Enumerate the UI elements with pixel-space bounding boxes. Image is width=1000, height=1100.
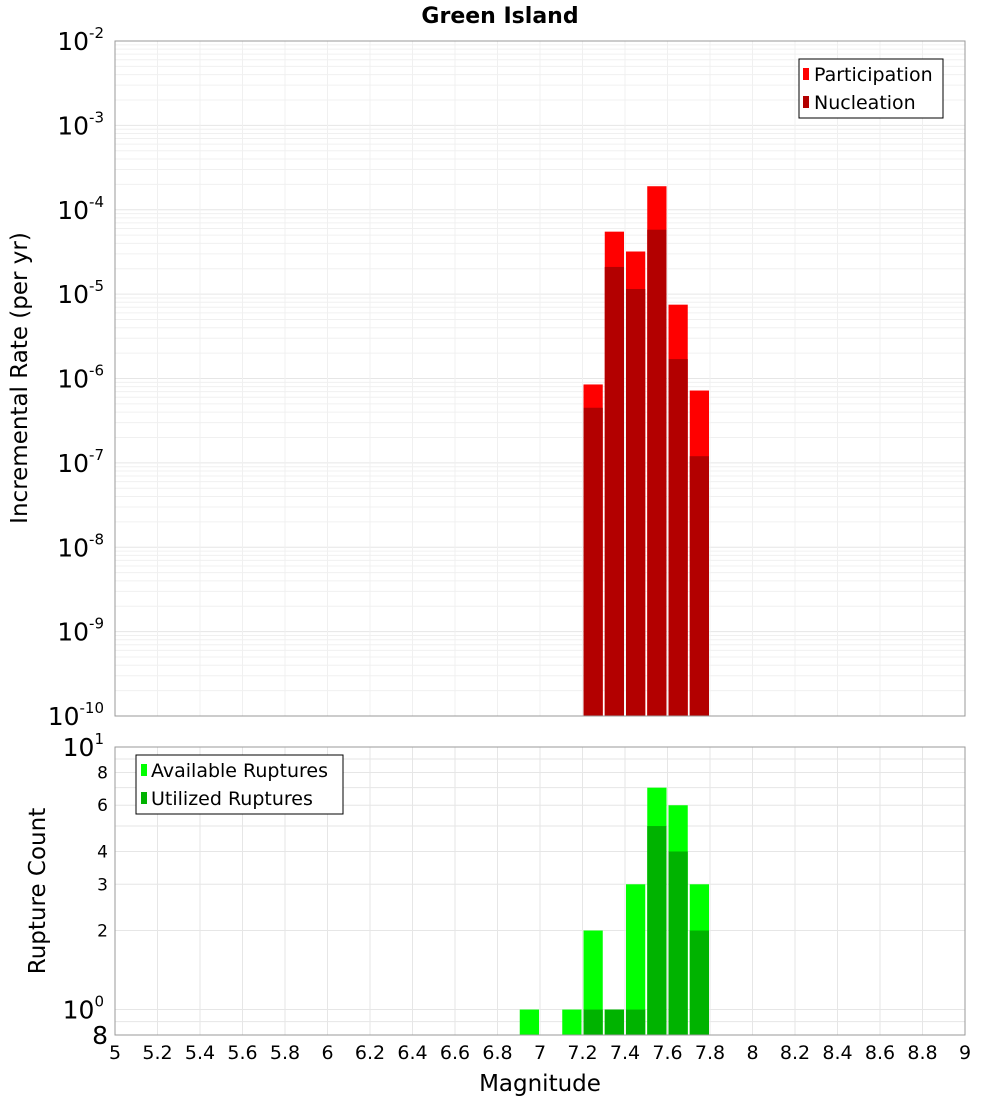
top-y-tick-label: 10-9: [57, 615, 104, 647]
x-tick-label: 7.8: [695, 1042, 725, 1064]
top-y-tick-label: 10-4: [57, 193, 104, 225]
utilized-ruptures-bar: [583, 1009, 603, 1035]
available-ruptures-bar: [519, 1009, 539, 1035]
x-ticks: 5 5.2 5.4 5.6 5.8 6 6.2 6.4 6.6 6.8 7 7.2 7.4 7.6 7.8 8…: [109, 1042, 971, 1064]
bottom-panel-bars: [519, 787, 709, 1035]
nucleation-bar: [604, 266, 624, 716]
nucleation-bar: [668, 359, 688, 716]
x-axis-label: Magnitude: [479, 1071, 601, 1097]
utilized-ruptures-bar: [647, 826, 667, 1035]
utilized-ruptures-bar: [604, 1009, 624, 1035]
utilized-ruptures-bar: [626, 1009, 646, 1035]
legend-swatch: [141, 764, 147, 776]
utilized-ruptures-bar: [689, 930, 709, 1035]
bottom-y-minor-tick-label: 4: [97, 842, 108, 862]
x-tick-label: 5.4: [185, 1042, 215, 1064]
x-tick-label: 6: [321, 1042, 333, 1064]
nucleation-bar: [583, 407, 603, 716]
x-tick-label: 7: [534, 1042, 546, 1064]
x-tick-label: 5: [109, 1042, 121, 1064]
top-y-tick-label: 10-6: [57, 362, 104, 394]
legend-box: [135, 754, 344, 815]
nucleation-bar: [647, 229, 667, 717]
legend-swatch: [803, 68, 809, 80]
x-tick-label: 8.4: [822, 1042, 852, 1064]
legend-label: Participation: [814, 64, 933, 86]
top-panel-grid: [114, 41, 966, 717]
x-tick-label: 8.8: [907, 1042, 937, 1064]
top-legend: Participation Nucleation: [798, 58, 944, 119]
bottom-y-minor-tick-label: 3: [97, 875, 108, 895]
x-tick-label: 9: [959, 1042, 971, 1064]
x-tick-label: 8.6: [865, 1042, 895, 1064]
top-y-tick-label: 10-2: [57, 24, 104, 56]
legend-box: [798, 58, 944, 119]
top-y-tick-label: 10-7: [57, 446, 104, 478]
x-tick-label: 6.6: [440, 1042, 470, 1064]
top-plot-frame: [114, 40, 966, 717]
legend-swatch: [141, 792, 147, 804]
bottom-y-minor-tick-label: 6: [97, 796, 108, 816]
x-tick-label: 7.2: [567, 1042, 597, 1064]
x-tick-label: 6.2: [355, 1042, 385, 1064]
top-y-tick-label: 10-5: [57, 277, 104, 309]
bottom-y-minor-tick-label: 2: [97, 922, 108, 942]
top-y-tick-label: 10-3: [57, 108, 104, 140]
available-ruptures-bar: [562, 1009, 582, 1035]
x-tick-label: 6.8: [482, 1042, 512, 1064]
available-ruptures-bar: [626, 884, 646, 1035]
x-tick-label: 8.2: [780, 1042, 810, 1064]
available-ruptures-bar: [583, 930, 603, 1035]
chart-title: Green Island: [421, 4, 578, 29]
x-tick-label: 7.6: [652, 1042, 682, 1064]
x-tick-label: 5.6: [227, 1042, 257, 1064]
bottom-y-tick-label: 100: [63, 993, 104, 1025]
x-tick-label: 5.2: [142, 1042, 172, 1064]
top-y-axis-label: Incremental Rate (per yr): [7, 232, 33, 524]
x-tick-label: 6.4: [397, 1042, 427, 1064]
legend-label: Available Ruptures: [151, 760, 328, 782]
legend-swatch: [803, 96, 809, 108]
top-y-tick-label: 10-8: [57, 530, 104, 562]
nucleation-bar: [689, 456, 709, 716]
bottom-y-tick-label: 101: [63, 730, 104, 762]
x-tick-label: 8: [746, 1042, 758, 1064]
legend-label: Nucleation: [814, 92, 916, 114]
top-panel-bars: [583, 186, 709, 717]
bottom-y-minor-tick-label: 8: [92, 1021, 108, 1050]
bottom-y-axis-label: Rupture Count: [25, 808, 51, 974]
x-tick-label: 5.8: [270, 1042, 300, 1064]
bottom-y-minor-tick-label: 8: [97, 763, 108, 783]
nucleation-bar: [626, 289, 646, 716]
top-y-tick-label: 10-10: [48, 699, 104, 731]
bottom-plot-frame: [114, 746, 966, 1036]
x-tick-label: 7.4: [610, 1042, 640, 1064]
bottom-legend: Available Ruptures Utilized Ruptures: [135, 754, 344, 815]
top-y-ticks: 10-10 10-9 10-8 10-7 10-6 10-5 10-4 10-3 10-2: [48, 24, 104, 731]
legend-label: Utilized Ruptures: [151, 788, 313, 810]
utilized-ruptures-bar: [668, 851, 688, 1035]
